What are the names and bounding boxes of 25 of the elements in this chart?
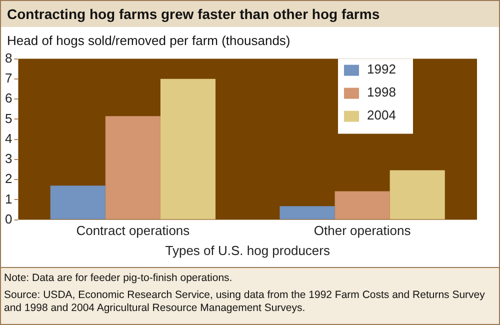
bar [105,116,160,220]
y-tick-label: 5 [4,110,12,126]
y-tick-label: 7 [4,70,12,86]
bar [334,191,390,220]
y-tick-label: 2 [4,171,12,186]
bar [390,170,445,220]
bar [160,78,216,220]
source-note: Source: USDA, Economic Research Service, using data from the 1992 Farm Costs and Returns Survey and 1998 and 2004 Agricultural Resource Management Surveys. [4,289,486,315]
y-tick-label: 4 [4,130,12,146]
text: Note: Data are for feeder pig-to-finish operations. [4,272,234,285]
chart-title: Contracting hog farms grew faster than other hog farms [1,1,499,27]
legend-label: 1998 [367,84,396,100]
y-axis-title: Head of hogs sold/removed per farm (thousands) [6,33,292,49]
legend-label: 1992 [367,61,396,76]
y-tick-label: 3 [4,151,12,166]
y-tick-label: 1 [4,191,12,206]
y-tick-label: 8 [4,50,12,66]
x-tick-label: Contract operations [76,223,190,238]
bar [280,206,335,220]
legend-label: 2004 [367,107,396,122]
x-tick-label: Other operations [314,223,412,238]
bar [50,186,106,220]
y-tick-label: 0 [4,211,12,226]
y-tick-label: 6 [4,90,12,106]
x-axis-title: Types of U.S. hog producers [165,242,330,258]
